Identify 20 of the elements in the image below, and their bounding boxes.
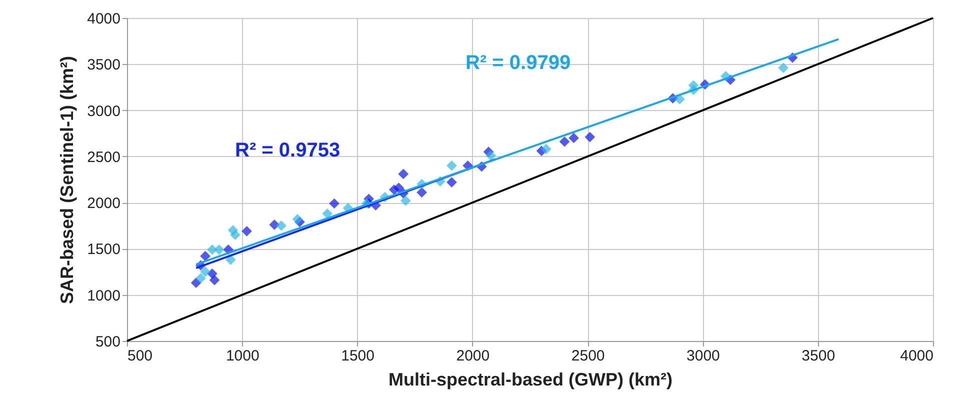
y-axis-title: SAR-based (Sentinel-1) (km²)	[57, 56, 78, 304]
y-tick-label: 1500	[87, 241, 120, 258]
x-tick-label: 1500	[341, 348, 374, 364]
x-tick-label: 3000	[686, 348, 720, 364]
x-tick-label: 500	[128, 348, 153, 364]
y-tick-label: 1000	[87, 287, 120, 304]
x-axis-title: Multi-spectral-based (GWP) (km²)	[388, 370, 673, 390]
y-tick-label: 500	[95, 334, 120, 350]
y-tick-label: 4000	[87, 10, 120, 28]
y-tick-label: 2000	[87, 195, 120, 212]
y-tick-label: 2500	[87, 148, 120, 166]
annotation: R² = 0.9753	[235, 139, 340, 162]
x-tick-label: 4000	[900, 348, 934, 364]
y-tick-label: 3500	[87, 56, 120, 74]
x-tick-label: 2500	[571, 348, 605, 364]
x-tick-label: 3500	[802, 348, 836, 364]
annotation: R² = 0.9799	[466, 52, 571, 74]
x-tick-label: 1000	[226, 348, 260, 364]
x-tick-label: 2000	[456, 348, 490, 364]
y-tick-label: 3000	[87, 102, 120, 120]
